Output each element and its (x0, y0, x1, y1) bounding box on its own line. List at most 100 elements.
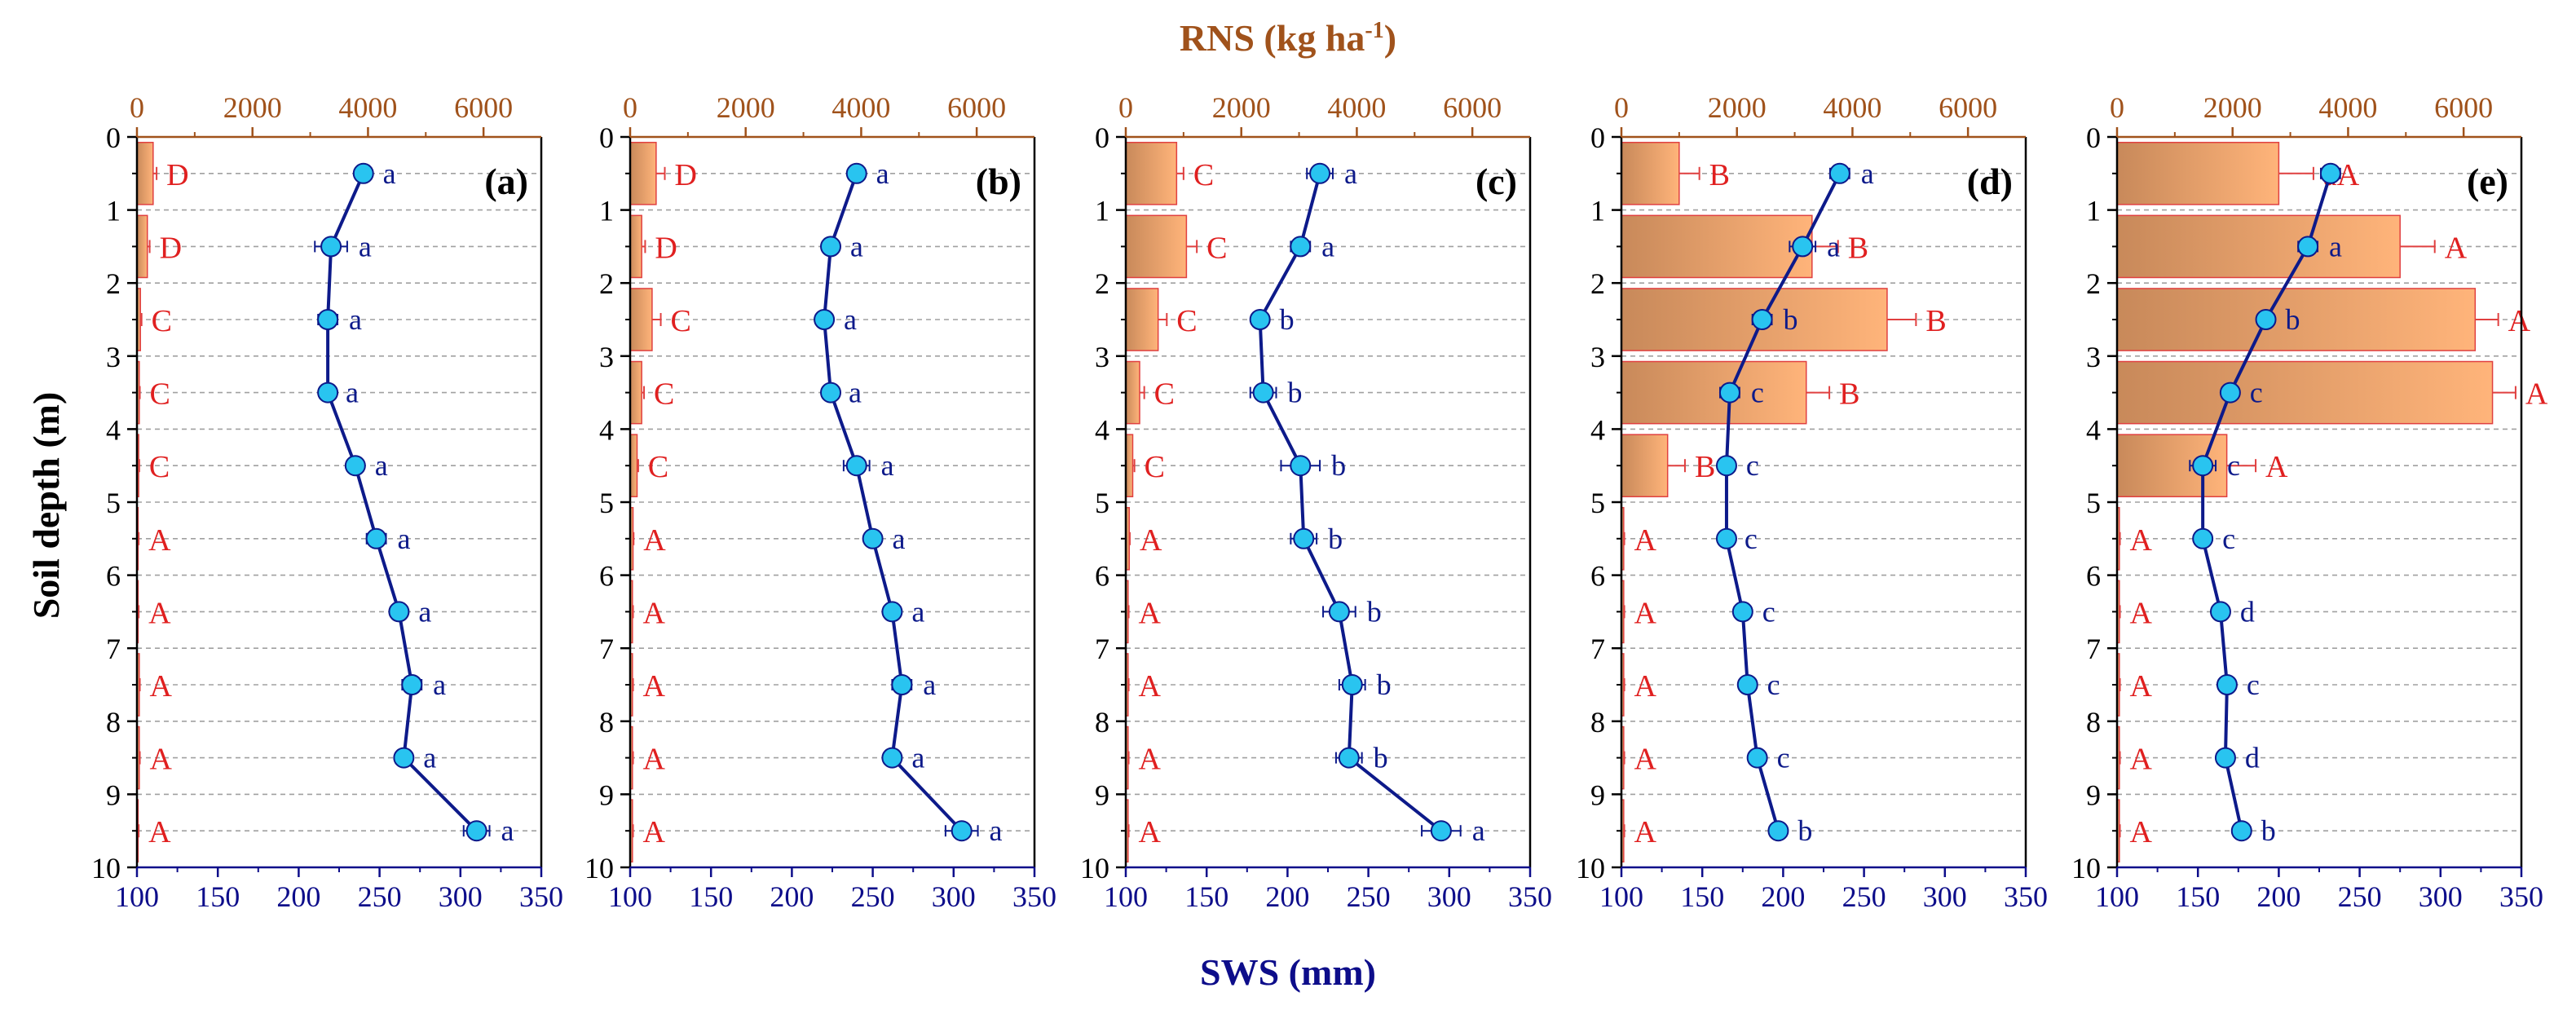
sws-point (393, 747, 415, 769)
rns-letter: A (1634, 743, 1657, 777)
depth-tick-label: 9 (1095, 778, 1109, 811)
rns-letter: C (150, 377, 170, 412)
sws-letter: a (1344, 157, 1357, 190)
rns-bar (2116, 288, 2477, 351)
sws-letter: b (1374, 742, 1388, 774)
sws-tick-label: 100 (115, 880, 159, 913)
sws-point (1767, 820, 1789, 842)
rns-letter: C (1145, 450, 1165, 484)
rns-bar (2116, 360, 2494, 425)
sws-point (1751, 309, 1773, 330)
panel-label: (d) (1967, 161, 2013, 202)
sws-tick-label: 300 (1427, 880, 1471, 913)
sws-tick-label: 250 (2338, 880, 2382, 913)
sws-point (1828, 162, 1850, 184)
sws-point (2297, 236, 2319, 258)
rns-letter: A (1634, 815, 1657, 849)
sws-point (881, 747, 903, 769)
rns-letter: A (2130, 523, 2153, 558)
rns-tick-label: 6000 (2434, 91, 2493, 124)
depth-tick-label: 10 (584, 852, 614, 884)
sws-letter: c (1767, 668, 1780, 701)
sws-point (1328, 601, 1350, 623)
rns-tick-label: 2000 (1212, 91, 1271, 124)
sws-point (320, 236, 342, 258)
sws-letter: a (911, 595, 924, 628)
sws-point (1718, 382, 1740, 404)
sws-letter: c (2222, 523, 2235, 555)
rns-letter: A (1634, 596, 1657, 630)
sws-point (465, 820, 487, 842)
depth-tick-label: 1 (106, 195, 121, 227)
rns-tick-label: 2000 (717, 91, 775, 124)
rns-letter: A (2130, 743, 2153, 777)
depth-tick-label: 8 (106, 706, 121, 739)
depth-tick-label: 7 (1590, 633, 1605, 665)
sws-axis-title: SWS (mm) (1200, 951, 1376, 993)
sws-tick-label: 200 (276, 880, 320, 913)
sws-point (1341, 674, 1363, 695)
sws-letter: a (876, 157, 889, 190)
depth-tick-label: 2 (599, 267, 614, 300)
rns-letter: C (1193, 158, 1214, 192)
rns-letter: A (148, 815, 171, 849)
sws-line (326, 172, 479, 832)
sws-point (2209, 601, 2231, 623)
depth-tick-label: 9 (2086, 778, 2101, 811)
rns-bar (1125, 214, 1188, 279)
sws-letter: b (2285, 303, 2300, 336)
rns-tick-label: 2000 (1708, 91, 1767, 124)
sws-letter: b (1331, 449, 1346, 482)
depth-tick-label: 6 (1590, 560, 1605, 593)
sws-tick-label: 100 (608, 880, 652, 913)
sws-tick-label: 150 (2176, 880, 2220, 913)
panel-label: (a) (484, 161, 528, 202)
sws-letter: a (1321, 230, 1334, 262)
rns-tick-label: 6000 (454, 91, 513, 124)
sws-point (2192, 527, 2214, 549)
depth-tick-label: 9 (599, 778, 614, 811)
depth-tick-label: 4 (106, 413, 121, 446)
rns-letter: A (643, 523, 666, 558)
sws-letter: d (2245, 742, 2260, 774)
depth-tick-label: 10 (2071, 852, 2101, 884)
rns-tick-label: 4000 (831, 91, 890, 124)
sws-tick-label: 200 (1265, 880, 1309, 913)
rns-tick-label: 4000 (2318, 91, 2377, 124)
sws-tick-label: 250 (851, 880, 895, 913)
sws-point (1746, 747, 1768, 769)
rns-letter: B (1695, 450, 1715, 484)
sws-letter: a (398, 523, 411, 555)
depth-tick-label: 5 (1590, 487, 1605, 519)
sws-letter: a (423, 742, 436, 774)
sws-tick-label: 250 (1842, 880, 1886, 913)
depth-tick-label: 6 (599, 560, 614, 593)
rns-letter: A (643, 743, 666, 777)
depth-tick-label: 7 (2086, 633, 2101, 665)
rns-bar (629, 360, 642, 425)
sws-tick-label: 150 (196, 880, 240, 913)
rns-letter: A (1139, 815, 1162, 849)
sws-tick-label: 250 (358, 880, 402, 913)
sws-point (951, 820, 973, 842)
sws-point (891, 674, 913, 695)
sws-point (881, 601, 903, 623)
depth-tick-label: 7 (1095, 633, 1109, 665)
sws-point (2216, 674, 2238, 695)
sws-point (1290, 455, 1312, 477)
rns-letter: B (1839, 377, 1859, 412)
depth-tick-label: 6 (1095, 560, 1109, 593)
sws-tick-label: 350 (2499, 880, 2543, 913)
rns-letter: A (150, 743, 173, 777)
sws-letter: a (346, 377, 359, 409)
rns-letter: C (149, 450, 170, 484)
sws-letter: a (844, 303, 857, 336)
sws-letter: c (1751, 377, 1764, 409)
sws-letter: c (1777, 742, 1790, 774)
rns-bar (1125, 141, 1178, 205)
sws-letter: d (2240, 595, 2255, 628)
sws-tick-label: 150 (1184, 880, 1228, 913)
rns-letter: A (643, 815, 666, 849)
sws-tick-label: 350 (519, 880, 563, 913)
